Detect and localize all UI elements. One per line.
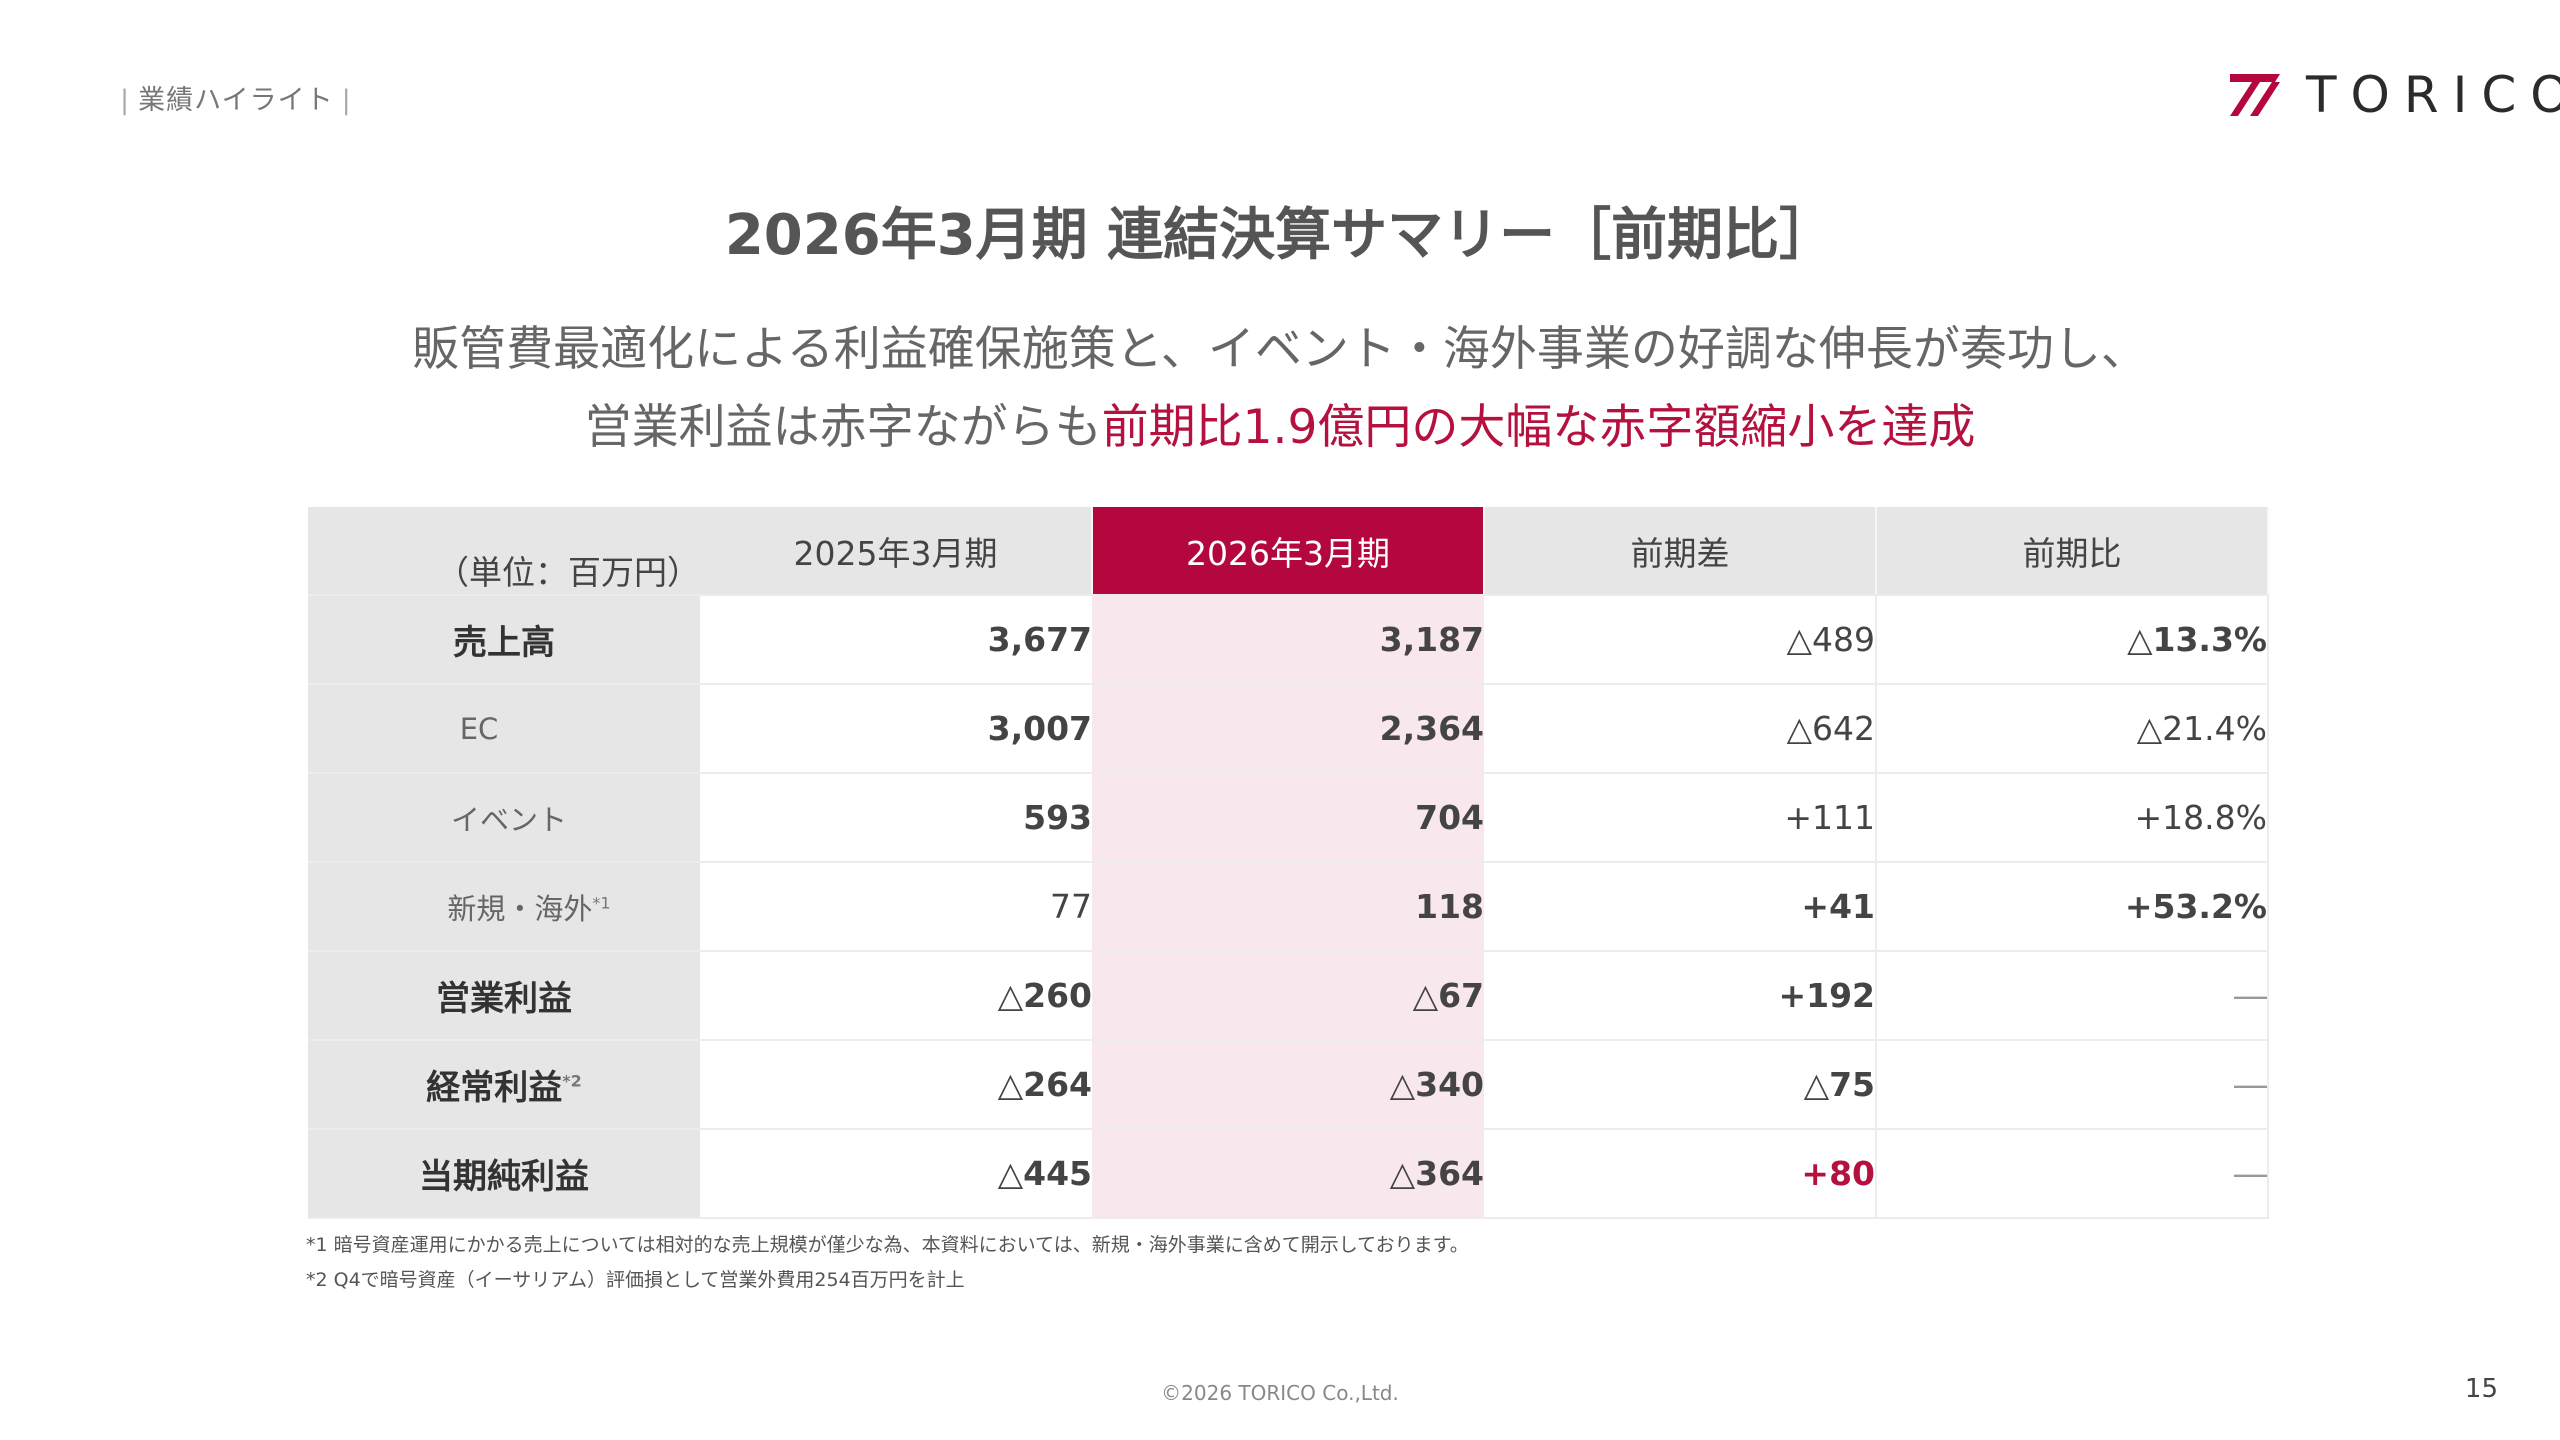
- row-label-text: 売上高: [453, 623, 555, 663]
- table-cell: △13.3%: [1876, 595, 2269, 685]
- row-label-text: EC: [459, 711, 499, 746]
- table-cell: △489: [1484, 595, 1877, 685]
- table-cell-highlight: +80: [1484, 1129, 1877, 1219]
- table-cell: ―: [1876, 951, 2269, 1041]
- divider: |: [341, 85, 352, 116]
- footnote-ref: *1: [592, 892, 611, 912]
- section-label: | 業績ハイライト |: [112, 78, 360, 117]
- table-cell: ―: [1876, 1040, 2269, 1130]
- table-cell: △260: [700, 951, 1092, 1041]
- table-cell: 3,677: [700, 595, 1092, 685]
- unit-label: （単位：百万円）: [308, 507, 700, 596]
- row-label: 当期純利益: [308, 1129, 700, 1219]
- row-label-main: 経常利益: [426, 1068, 563, 1108]
- footnote-ref: *2: [562, 1071, 582, 1091]
- footnote: *1 暗号資産運用にかかる売上については相対的な売上規模が僅少な為、本資料におい…: [306, 1234, 1469, 1256]
- table-header-row: （単位：百万円） 2025年3月期 2026年3月期 前期差 前期比: [308, 507, 2269, 596]
- table-cell: +111: [1484, 773, 1877, 863]
- table-cell: △264: [700, 1040, 1092, 1130]
- table-cell: 118: [1092, 862, 1484, 952]
- row-label: 経常利益*2: [308, 1040, 700, 1130]
- divider: |: [120, 85, 131, 116]
- table-cell: △642: [1484, 684, 1877, 774]
- row-label-text: 営業利益: [436, 979, 572, 1019]
- column-header-current: 2026年3月期: [1092, 507, 1485, 596]
- copyright: ©2026 TORICO Co.,Ltd.: [1161, 1381, 1399, 1405]
- page-number: 15: [2464, 1374, 2498, 1404]
- lead-line-2-prefix: 営業利益は赤字ながらも: [584, 400, 1102, 455]
- row-label: イベント: [308, 773, 700, 863]
- table-cell: +41: [1484, 862, 1877, 952]
- table-cell: ―: [1876, 1129, 2269, 1219]
- column-header: 2025年3月期: [700, 507, 1093, 596]
- table-row: 営業利益 △260 △67 +192 ―: [308, 951, 2269, 1041]
- table-cell: 3,187: [1092, 595, 1484, 685]
- lead-line-2: 営業利益は赤字ながらも前期比1.9億円の大幅な赤字額縮小を達成: [0, 388, 2560, 457]
- logo-mark-icon: [2230, 74, 2280, 116]
- table-cell: +18.8%: [1876, 773, 2269, 863]
- row-label-main: 新規・海外: [447, 891, 593, 926]
- table-cell: △445: [700, 1129, 1092, 1219]
- lead-line-1: 販管費最適化による利益確保施策と、イベント・海外事業の好調な伸長が奏功し、: [412, 322, 2148, 377]
- column-header: 前期差: [1484, 507, 1877, 596]
- footnotes: *1 暗号資産運用にかかる売上については相対的な売上規模が僅少な為、本資料におい…: [306, 1228, 1469, 1298]
- row-label: 売上高: [308, 595, 700, 685]
- table-row: 新規・海外*1 77 118 +41 +53.2%: [308, 862, 2269, 952]
- table-cell: 3,007: [700, 684, 1092, 774]
- table-row: EC 3,007 2,364 △642 △21.4%: [308, 684, 2269, 774]
- row-label: 新規・海外*1: [308, 862, 700, 952]
- table-cell: 593: [700, 773, 1092, 863]
- footnote: *2 Q4で暗号資産（イーサリアム）評価損として営業外費用254百万円を計上: [306, 1269, 965, 1291]
- table-cell: △340: [1092, 1040, 1484, 1130]
- row-label: 営業利益: [308, 951, 700, 1041]
- table-cell: +53.2%: [1876, 862, 2269, 952]
- row-label-text: イベント: [450, 802, 567, 837]
- table-cell: △364: [1092, 1129, 1484, 1219]
- summary-table: （単位：百万円） 2025年3月期 2026年3月期 前期差 前期比 売上高 3…: [308, 507, 2269, 1219]
- table-cell: △21.4%: [1876, 684, 2269, 774]
- table-cell: △75: [1484, 1040, 1877, 1130]
- lead-highlight: 前期比1.9億円の大幅な赤字額縮小を達成: [1101, 400, 1976, 455]
- table-cell: △67: [1092, 951, 1484, 1041]
- table-cell: +192: [1484, 951, 1877, 1041]
- page-title: 2026年3月期 連結決算サマリー［前期比］: [724, 203, 1836, 268]
- row-label-text: 経常利益*2: [426, 1060, 582, 1109]
- table-row: 売上高 3,677 3,187 △489 △13.3%: [308, 595, 2269, 685]
- section-label-text: 業績ハイライト: [138, 85, 334, 116]
- table-cell: 704: [1092, 773, 1484, 863]
- table-row: 当期純利益 △445 △364 +80 ―: [308, 1129, 2269, 1219]
- row-label: EC: [308, 684, 700, 774]
- table-cell: 77: [700, 862, 1092, 952]
- row-label-text: 新規・海外*1: [447, 886, 610, 928]
- table-cell: 2,364: [1092, 684, 1484, 774]
- table-row: 経常利益*2 △264 △340 △75 ―: [308, 1040, 2269, 1130]
- company-logo: TORICO: [2230, 66, 2560, 124]
- logo-text: TORICO: [2306, 66, 2560, 124]
- table-row: イベント 593 704 +111 +18.8%: [308, 773, 2269, 863]
- column-header: 前期比: [1876, 507, 2269, 596]
- row-label-text: 当期純利益: [419, 1157, 589, 1197]
